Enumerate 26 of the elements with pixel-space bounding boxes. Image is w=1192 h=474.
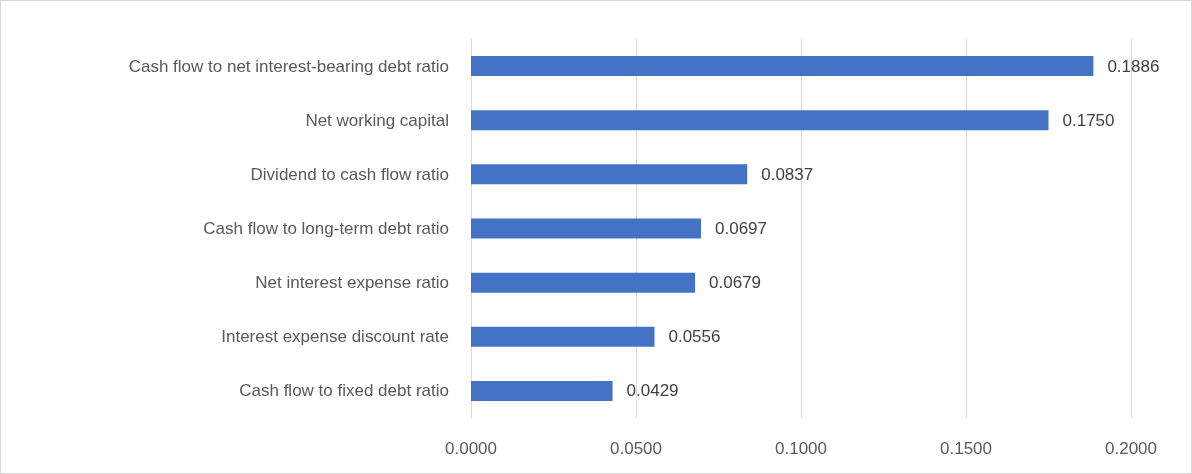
bar (471, 164, 748, 185)
bar (471, 272, 696, 293)
data-label: 0.0837 (761, 164, 814, 184)
data-label: 0.0697 (715, 219, 768, 238)
data-label: 0.0556 (668, 327, 721, 347)
data-label: 0.1886 (1107, 56, 1160, 76)
x-tick-label: 0.0000 (445, 439, 497, 458)
y-tick-label: Interest expense discount rate (221, 327, 449, 347)
x-tick-label: 0.1000 (775, 439, 827, 458)
y-tick-label: Net interest expense ratio (255, 273, 449, 293)
x-tick-label: 0.0500 (610, 439, 662, 458)
x-tick-label: 0.1500 (940, 439, 992, 458)
bar (471, 110, 1049, 131)
y-tick-label: Cash flow to fixed debt ratio (239, 381, 449, 401)
data-label: 0.0429 (626, 381, 679, 401)
bar (471, 380, 613, 401)
y-tick-label: Cash flow to long-term debt ratio (203, 219, 449, 238)
bar (471, 218, 702, 239)
y-tick-label: Cash flow to net interest-bearing debt ratio (128, 56, 449, 76)
y-tick-label: Net working capital (305, 110, 449, 130)
bar (471, 326, 655, 347)
data-label: 0.1750 (1062, 110, 1115, 130)
data-label: 0.0679 (709, 273, 762, 293)
bar (471, 56, 1094, 77)
y-tick-label: Dividend to cash flow ratio (250, 164, 449, 184)
x-tick-label: 0.2000 (1105, 439, 1157, 458)
